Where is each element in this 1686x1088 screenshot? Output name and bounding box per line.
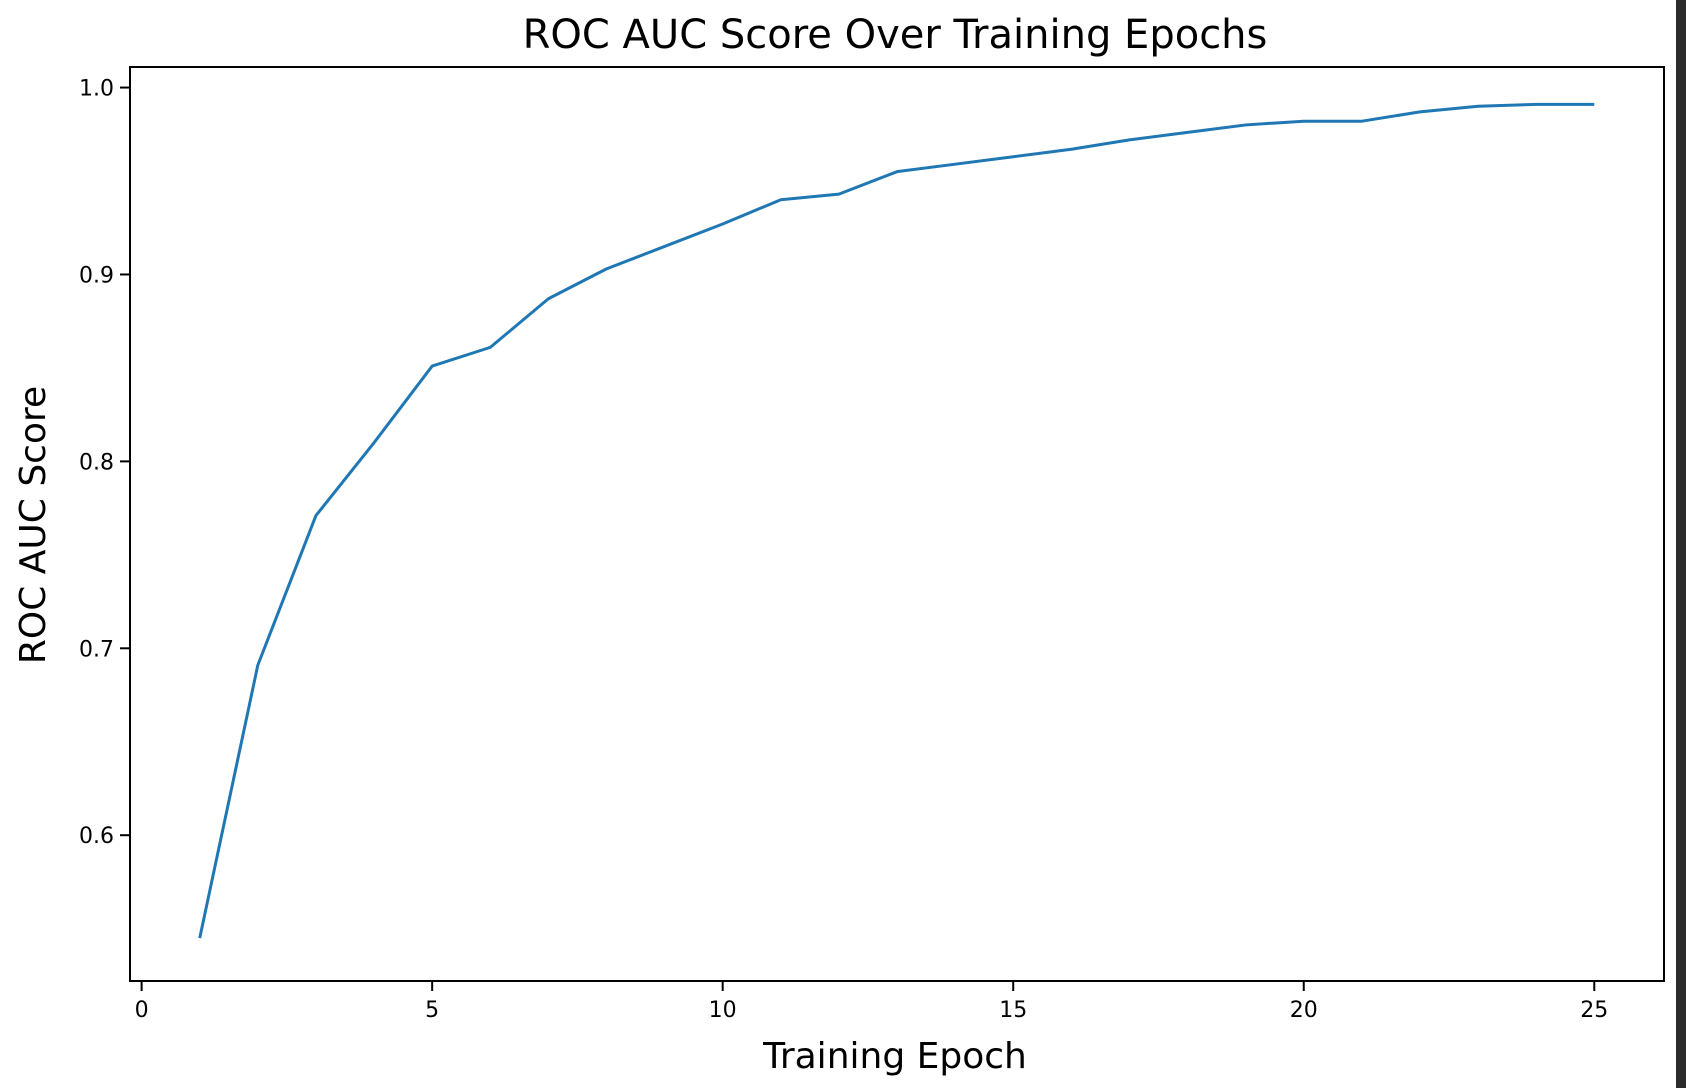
x-tick-label: 0	[135, 998, 149, 1023]
y-tick-label: 0.8	[79, 450, 114, 475]
roc-auc-series-line	[198, 102, 1595, 939]
x-axis-title: Training Epoch	[762, 1036, 1027, 1077]
x-axis-ticks: 0 5 10 15 20 25	[135, 981, 1608, 1023]
x-tick-label: 10	[709, 998, 737, 1023]
plot-frame	[129, 66, 1665, 982]
x-tick-label: 25	[1580, 998, 1608, 1023]
x-tick-label: 15	[999, 998, 1027, 1023]
x-tick-label: 20	[1290, 998, 1318, 1023]
y-tick-label: 0.6	[79, 824, 114, 849]
y-tick-label: 0.9	[79, 263, 114, 288]
y-axis-title: ROC AUC Score	[13, 386, 54, 664]
plot-area	[129, 66, 1665, 982]
x-tick-label: 5	[425, 998, 439, 1023]
y-tick-label: 0.7	[79, 637, 114, 662]
y-tick-label: 1.0	[79, 77, 114, 102]
window-edge	[1676, 0, 1686, 1088]
chart-title: ROC AUC Score Over Training Epochs	[523, 12, 1268, 58]
y-axis-ticks: 0.6 0.7 0.8 0.9 1.0	[79, 77, 130, 849]
